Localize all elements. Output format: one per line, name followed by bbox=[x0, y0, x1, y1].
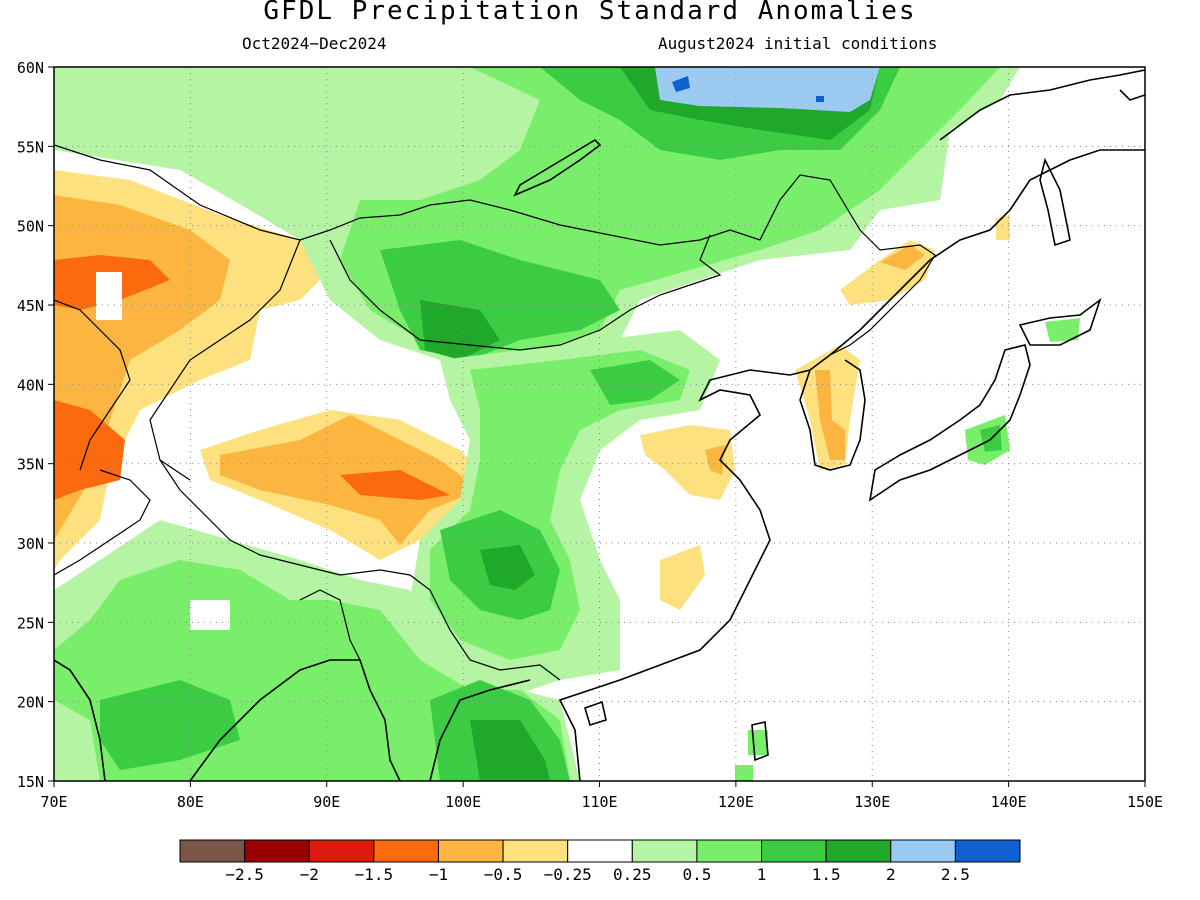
wet-region-north-deepblue-1 bbox=[672, 76, 690, 92]
west-asia-border bbox=[54, 299, 131, 471]
colorbar-swatch bbox=[244, 839, 310, 863]
china-central-asia-border bbox=[149, 239, 301, 481]
colorbar-swatch bbox=[373, 839, 439, 863]
hainan-coastline bbox=[584, 700, 607, 727]
kamchatka-coastline bbox=[1119, 89, 1145, 101]
east-asia-coastline bbox=[558, 149, 1145, 781]
bay-of-bengal-coastline bbox=[189, 659, 401, 781]
wet-region-taiwan bbox=[748, 730, 768, 755]
initial-conditions: August2024 initial conditions bbox=[658, 34, 938, 53]
colorbar-label: −1 bbox=[429, 865, 448, 884]
colorbar-swatch bbox=[502, 839, 569, 863]
wet-region-hokkaido bbox=[1045, 318, 1080, 342]
coastlines bbox=[54, 69, 1145, 781]
dry-region-west-strong-2 bbox=[54, 400, 125, 500]
india-myanmar-border bbox=[299, 589, 361, 661]
lon-tick-label: 120E bbox=[718, 793, 754, 811]
colorbar-label: −2 bbox=[300, 865, 319, 884]
colorbar-swatch bbox=[179, 839, 246, 863]
lat-tick-label: 35N bbox=[17, 456, 44, 474]
lon-tick-label: 130E bbox=[854, 793, 890, 811]
colorbar-label: 2.5 bbox=[941, 865, 970, 884]
colorbar-swatch bbox=[954, 839, 1021, 863]
forecast-period: Oct2024−Dec2024 bbox=[242, 34, 387, 53]
colorbar-label: −2.5 bbox=[225, 865, 264, 884]
korea-coastline bbox=[799, 359, 866, 471]
lat-tick-label: 20N bbox=[17, 694, 44, 712]
china-indochina-border bbox=[429, 589, 561, 681]
colorbar-label: 1.5 bbox=[812, 865, 841, 884]
lat-tick-label: 55N bbox=[17, 138, 44, 156]
dry-region-south-china bbox=[660, 545, 705, 610]
lat-tick-label: 50N bbox=[17, 218, 44, 236]
lon-tick-label: 100E bbox=[445, 793, 481, 811]
taiwan-coastline bbox=[751, 721, 769, 762]
wet-region-central-north-core bbox=[590, 360, 680, 405]
mongolia-china-border bbox=[329, 234, 722, 351]
colorbar-label: 2 bbox=[886, 865, 896, 884]
axes: 70E 80E 90E 100E 110E 120E 130E 140E 150E 15N 20N 2… bbox=[17, 59, 1163, 811]
colorbar-label: 0.25 bbox=[613, 865, 652, 884]
lat-tick-label: 30N bbox=[17, 535, 44, 553]
baikal-outline bbox=[513, 138, 602, 197]
wet-region-south-core bbox=[100, 680, 240, 770]
lat-tick-label: 60N bbox=[17, 59, 44, 77]
colorbar-label: 0.5 bbox=[682, 865, 711, 884]
wet-region-mongolia-core bbox=[420, 300, 500, 360]
dry-region-kamchatka bbox=[996, 215, 1010, 240]
lon-tick-label: 70E bbox=[40, 793, 67, 811]
manchuria-border bbox=[829, 244, 936, 356]
dry-region-tibet-strong bbox=[340, 470, 450, 500]
wet-region-indochina-strong bbox=[470, 720, 550, 781]
colorbar-label: −1.5 bbox=[355, 865, 394, 884]
lat-tick-label: 15N bbox=[17, 773, 44, 791]
colorbar-swatch bbox=[308, 839, 375, 863]
lon-tick-label: 140E bbox=[991, 793, 1027, 811]
colorbar-swatch bbox=[631, 839, 698, 863]
graticule bbox=[54, 67, 1145, 781]
japan-coastline bbox=[868, 344, 1031, 502]
russia-kazakhstan-border bbox=[54, 144, 881, 251]
himalaya-border bbox=[159, 459, 431, 591]
lat-tick-label: 40N bbox=[17, 376, 44, 394]
sakhalin-coastline bbox=[1039, 157, 1071, 247]
lat-tick-label: 45N bbox=[17, 297, 44, 315]
colorbar-label: −0.25 bbox=[544, 865, 592, 884]
colorbar-swatch bbox=[567, 839, 633, 863]
pakistan-border bbox=[54, 469, 151, 576]
lon-tick-label: 90E bbox=[313, 793, 340, 811]
colorbar-swatch bbox=[696, 839, 763, 863]
indochina-coastline bbox=[429, 679, 531, 781]
dry-region-shandong bbox=[640, 425, 735, 500]
lon-tick-label: 80E bbox=[177, 793, 204, 811]
colorbar-label: 1 bbox=[757, 865, 767, 884]
colorbar-swatch bbox=[437, 839, 504, 863]
colorbar-swatch bbox=[761, 839, 827, 863]
okhotsk-coastline bbox=[939, 69, 1145, 141]
lon-tick-label: 110E bbox=[581, 793, 617, 811]
lon-tick-label: 150E bbox=[1127, 793, 1163, 811]
borders bbox=[54, 144, 936, 681]
wet-region-central-strong bbox=[480, 545, 535, 590]
dry-region-shandong-core bbox=[705, 445, 725, 475]
map-title: GFDL Precipitation Standard Anomalies bbox=[263, 0, 917, 26]
india-west-coastline bbox=[54, 659, 106, 781]
neutral-patch-west bbox=[96, 272, 122, 320]
dry-region-manchuria-core bbox=[880, 245, 925, 270]
wet-region-far-south bbox=[735, 765, 753, 781]
colorbar-label: −0.5 bbox=[484, 865, 523, 884]
lat-tick-label: 25N bbox=[17, 614, 44, 632]
hokkaido-coastline bbox=[1018, 297, 1102, 346]
wet-region-north-deepblue-2 bbox=[816, 96, 824, 102]
colorbar-swatch bbox=[825, 839, 892, 863]
colorbar: −2.5 −2 −1.5 −1 −0.5 −0.25 0.25 0.5 1 1.5 2 2.5 bbox=[179, 839, 1021, 884]
neutral-patch-south bbox=[190, 600, 230, 630]
colorbar-swatch bbox=[890, 839, 956, 863]
dry-region-korea-core bbox=[815, 370, 845, 460]
